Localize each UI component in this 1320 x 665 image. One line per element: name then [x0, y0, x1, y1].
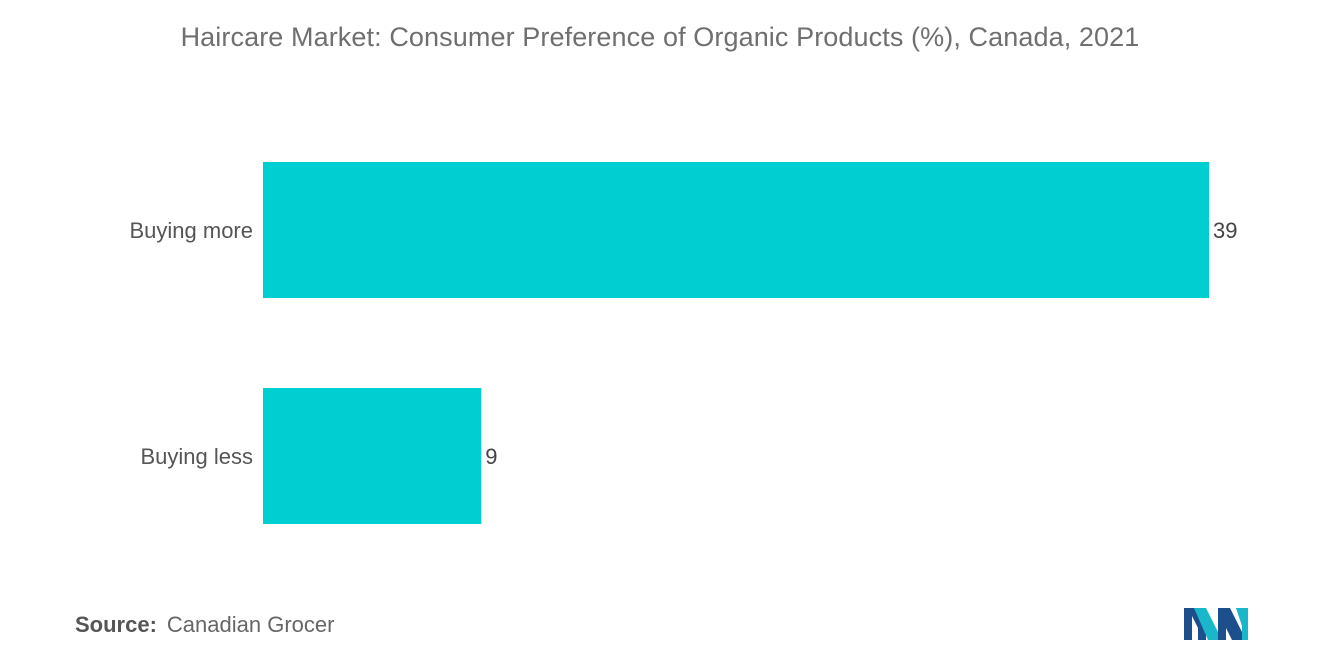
source-value: Canadian Grocer [166, 612, 335, 637]
source-label: Source: [75, 612, 157, 637]
chart-title: Haircare Market: Consumer Preference of … [180, 22, 1140, 52]
bar-buying-more [263, 162, 1209, 298]
category-label-buying-less: Buying less [140, 444, 253, 469]
bar-buying-less [263, 388, 482, 524]
mordor-intelligence-logo-icon [1184, 608, 1248, 640]
source-note: Source: Canadian Grocer [75, 612, 334, 638]
value-label-buying-less: 9 [485, 444, 497, 469]
value-label-buying-more: 39 [1213, 218, 1237, 243]
category-label-buying-more: Buying more [129, 218, 253, 243]
